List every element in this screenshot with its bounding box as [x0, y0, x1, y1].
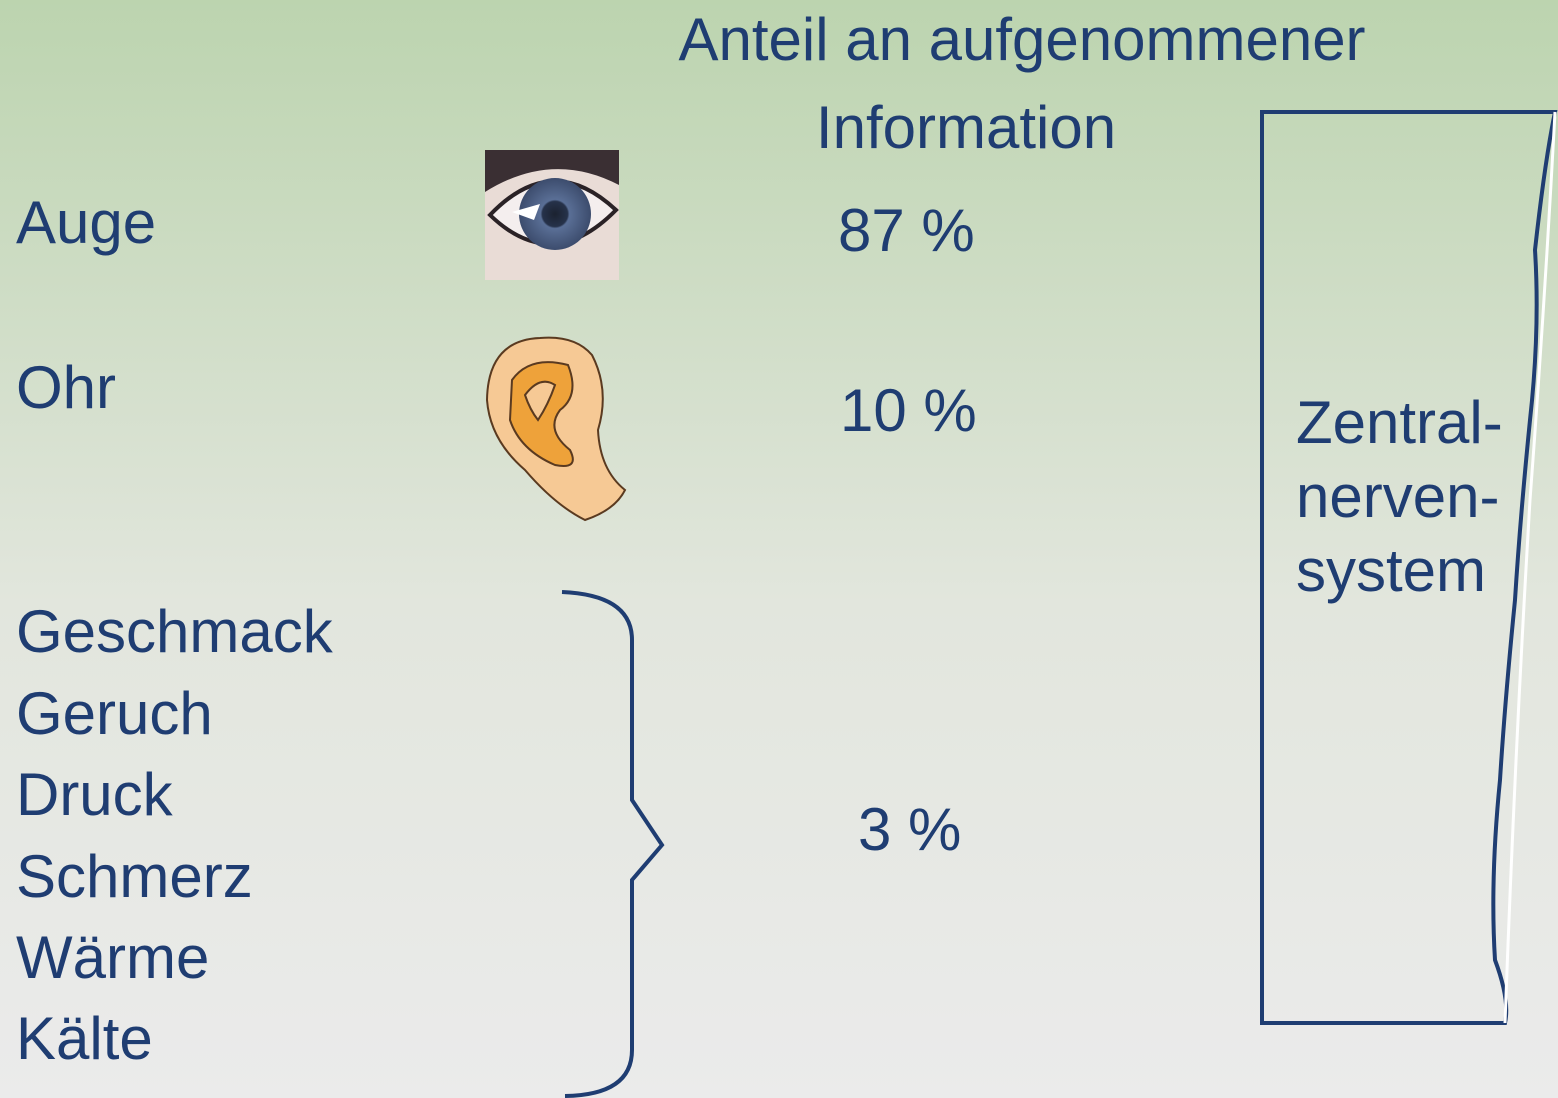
- group-label: Geschmack: [16, 598, 334, 665]
- row-share: 10 %: [840, 377, 977, 444]
- box-line: Zentral-: [1296, 389, 1503, 456]
- group-share: 3 %: [858, 796, 961, 863]
- group-label: Geruch: [16, 680, 213, 747]
- group-label: Schmerz: [16, 843, 253, 910]
- group-label: Druck: [16, 761, 174, 828]
- row-share: 87 %: [838, 197, 975, 264]
- page: Anteil an aufgenommener Information Auge…: [0, 0, 1558, 1098]
- title-line: Information: [816, 94, 1116, 161]
- row-label: Ohr: [16, 354, 116, 421]
- slide: Anteil an aufgenommener Information Auge…: [0, 0, 1558, 1098]
- box-line: nerven-: [1296, 463, 1499, 530]
- row-label: Auge: [16, 189, 156, 256]
- title-line: Anteil an aufgenommener: [678, 6, 1365, 73]
- group-label: Wärme: [16, 924, 209, 991]
- eye-icon: [485, 150, 619, 280]
- box-line: system: [1296, 537, 1486, 604]
- group-label: Kälte: [16, 1005, 153, 1072]
